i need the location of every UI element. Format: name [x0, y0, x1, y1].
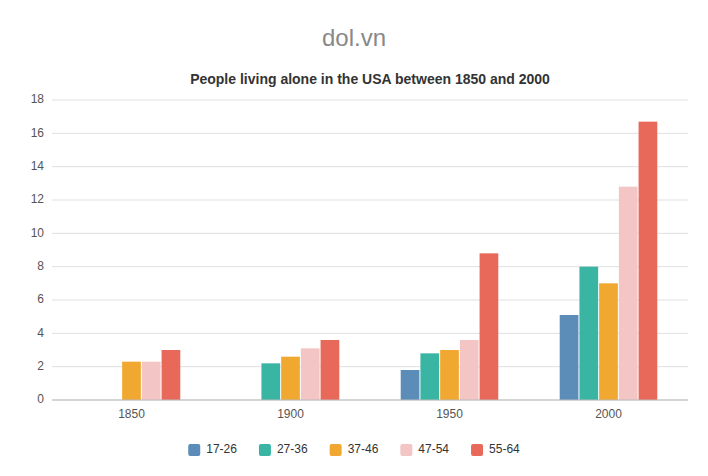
legend-item: 37-46	[330, 442, 379, 456]
y-tick-label: 10	[31, 226, 45, 240]
x-tick-label: 2000	[595, 407, 622, 421]
bar	[639, 122, 658, 400]
legend-swatch	[471, 444, 483, 456]
y-tick-label: 14	[31, 159, 45, 173]
grid-line	[52, 200, 688, 201]
bar	[321, 340, 340, 400]
x-tick-label: 1950	[436, 407, 463, 421]
legend-item: 27-36	[259, 442, 308, 456]
bar	[122, 362, 141, 400]
chart: dol.vn People living alone in the USA bet…	[0, 0, 708, 476]
bar	[401, 370, 420, 400]
bar	[162, 350, 181, 400]
legend-label: 37-46	[348, 442, 379, 456]
y-tick-label: 18	[31, 92, 45, 106]
bar	[480, 253, 499, 400]
x-tick-label: 1850	[118, 407, 145, 421]
y-tick-label: 6	[37, 292, 44, 306]
legend-item: 55-64	[471, 442, 520, 456]
annotation: dol.vn	[322, 24, 386, 51]
grid-line	[52, 400, 688, 401]
bar	[261, 363, 280, 400]
bar	[281, 357, 300, 400]
bar	[301, 348, 320, 400]
legend-label: 47-54	[418, 442, 449, 456]
y-tick-label: 16	[31, 126, 45, 140]
y-tick-label: 4	[37, 326, 44, 340]
bar	[420, 353, 439, 400]
bar	[142, 362, 161, 400]
grid-line	[52, 166, 688, 167]
legend-swatch	[259, 444, 271, 456]
bar	[579, 267, 598, 400]
legend-label: 55-64	[489, 442, 520, 456]
bar	[460, 340, 479, 400]
legend-swatch	[400, 444, 412, 456]
grid-line	[52, 233, 688, 234]
grid-line	[52, 133, 688, 134]
grid-line	[52, 100, 688, 101]
legend-item: 47-54	[400, 442, 449, 456]
y-tick-label: 0	[37, 392, 44, 406]
bar	[599, 283, 618, 400]
bar	[560, 315, 579, 400]
legend-swatch	[330, 444, 342, 456]
legend-item: 17-26	[188, 442, 237, 456]
bar	[619, 187, 638, 400]
legend-label: 17-26	[206, 442, 237, 456]
x-axis-line	[52, 400, 688, 401]
y-tick-label: 12	[31, 192, 45, 206]
y-tick-label: 2	[37, 359, 44, 373]
legend: 17-26 27-36 37-46 47-54 55-64	[188, 442, 520, 456]
grid	[52, 100, 688, 400]
legend-swatch	[188, 444, 200, 456]
legend-label: 27-36	[277, 442, 308, 456]
bars	[122, 122, 657, 400]
chart-container: dol.vn People living alone in the USA bet…	[0, 0, 708, 476]
y-tick-label: 8	[37, 259, 44, 273]
title: People living alone in the USA between 1…	[190, 71, 550, 87]
x-tick-label: 1900	[277, 407, 304, 421]
bar	[440, 350, 459, 400]
